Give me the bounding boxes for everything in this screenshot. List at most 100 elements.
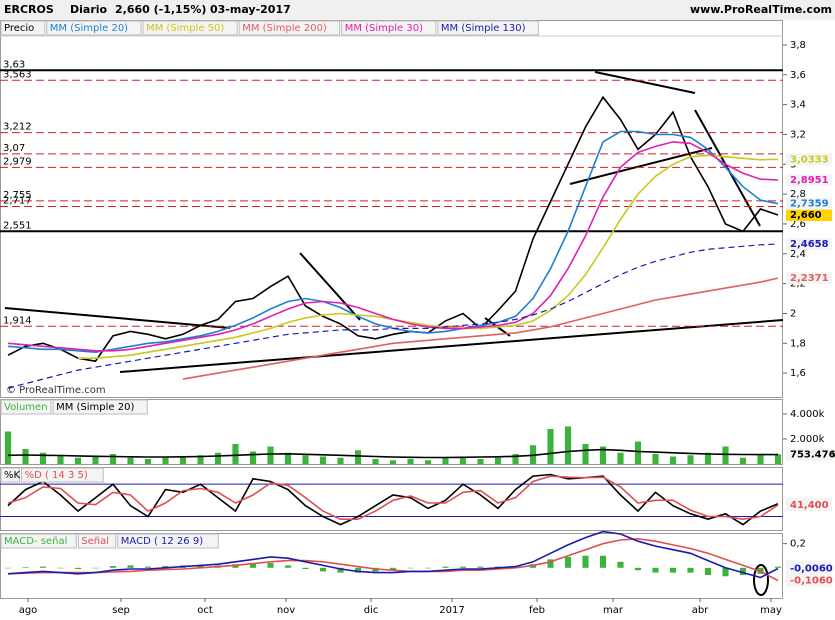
bar	[407, 459, 414, 464]
last-label-bg	[786, 562, 832, 575]
bar	[424, 567, 432, 569]
trend-line	[594, 71, 696, 94]
y-tick-label: 0,2	[790, 539, 806, 550]
bar	[599, 555, 607, 568]
y-tick-label: 4.000k	[790, 409, 825, 420]
highlight-ellipse	[753, 564, 769, 596]
last-label: 41,400	[790, 500, 829, 511]
bar	[652, 454, 659, 464]
bar	[739, 567, 747, 576]
header-bar	[0, 0, 835, 20]
bar	[547, 429, 554, 464]
legend-bg	[0, 533, 77, 549]
y-tick-label: 1,6	[790, 368, 806, 379]
last-label: 2,8951	[790, 175, 829, 186]
x-tick-label: abr	[692, 605, 709, 616]
level-label: 3,212	[3, 122, 32, 133]
legend-bg	[0, 467, 21, 483]
last-label-bg	[786, 197, 832, 210]
bar	[634, 567, 642, 571]
series-line	[182, 277, 779, 380]
ticker: ERCROS	[4, 3, 54, 16]
bar	[109, 454, 117, 464]
bar	[459, 456, 467, 464]
last-label-bg	[786, 574, 832, 587]
bar	[669, 567, 677, 573]
bar	[109, 566, 117, 568]
legend-label: Precio	[4, 23, 34, 34]
bar	[74, 457, 82, 464]
bar	[739, 457, 747, 464]
legend-label: MM (Simple 20)	[50, 23, 128, 34]
last-label-bg	[786, 173, 832, 186]
bar	[39, 566, 47, 568]
legend-label: MM (Simple 30)	[345, 23, 423, 34]
bar	[57, 567, 64, 569]
legend-bg	[0, 20, 46, 36]
bar	[144, 459, 152, 464]
last-label: 2,2371	[790, 273, 829, 284]
watermark: © ProRealTime.com	[6, 385, 106, 396]
bar	[249, 451, 257, 464]
series-line	[7, 243, 779, 389]
legend-bg	[0, 399, 52, 415]
bar	[599, 446, 607, 464]
bar	[22, 567, 29, 568]
bar	[197, 455, 204, 464]
bar	[617, 452, 624, 464]
bar	[442, 566, 449, 568]
x-tick-label: sep	[112, 605, 130, 616]
bar	[197, 565, 204, 568]
level-label: 2,979	[3, 156, 32, 167]
last-label: 2,4658	[790, 239, 829, 250]
level-label: 2,551	[3, 220, 32, 231]
y-tick-label: 2,4	[790, 249, 806, 260]
volume-panel	[0, 399, 783, 465]
bar	[127, 457, 134, 464]
bar	[267, 562, 274, 568]
bar	[284, 565, 292, 568]
last-label-bg	[786, 448, 832, 461]
last-label: -0,1060	[790, 576, 833, 587]
x-tick-label: ago	[19, 605, 38, 616]
bar	[477, 566, 484, 568]
y-tick-label: 2,8	[790, 189, 806, 200]
legend-bg	[341, 20, 437, 36]
bar	[389, 460, 397, 464]
legend-bg	[46, 20, 142, 36]
bar	[354, 567, 362, 573]
trend-line	[299, 252, 361, 321]
legend-label: MM (Simple 130)	[441, 23, 526, 34]
bar	[652, 567, 659, 573]
bar	[319, 567, 327, 572]
bar	[4, 567, 12, 569]
bar	[232, 444, 239, 464]
series-line	[78, 154, 779, 359]
level-label: 1,914	[3, 315, 32, 326]
bar	[4, 431, 12, 464]
level-label: 3,63	[3, 59, 25, 70]
last-label: 2,7359	[790, 199, 829, 210]
bar	[704, 567, 712, 576]
legend-label: Volumen	[4, 402, 48, 413]
bar	[757, 455, 764, 464]
legend-label: MM (Simple 200)	[242, 23, 327, 34]
series-line	[7, 448, 778, 459]
bar	[722, 446, 729, 464]
quote: 2,660 (-1,15%)	[115, 3, 206, 16]
bar	[494, 457, 502, 464]
bar	[774, 454, 782, 464]
bar	[179, 456, 187, 464]
bar	[547, 559, 554, 568]
bar	[162, 566, 169, 568]
bar	[354, 450, 362, 464]
legend-label: MACD ( 12 26 9)	[121, 536, 203, 547]
bar	[162, 457, 169, 464]
bar	[634, 441, 642, 464]
bar	[442, 457, 449, 464]
y-tick-label: 3,4	[790, 100, 806, 111]
level-label: 2,717	[3, 196, 32, 207]
x-tick-label: may	[760, 605, 782, 616]
